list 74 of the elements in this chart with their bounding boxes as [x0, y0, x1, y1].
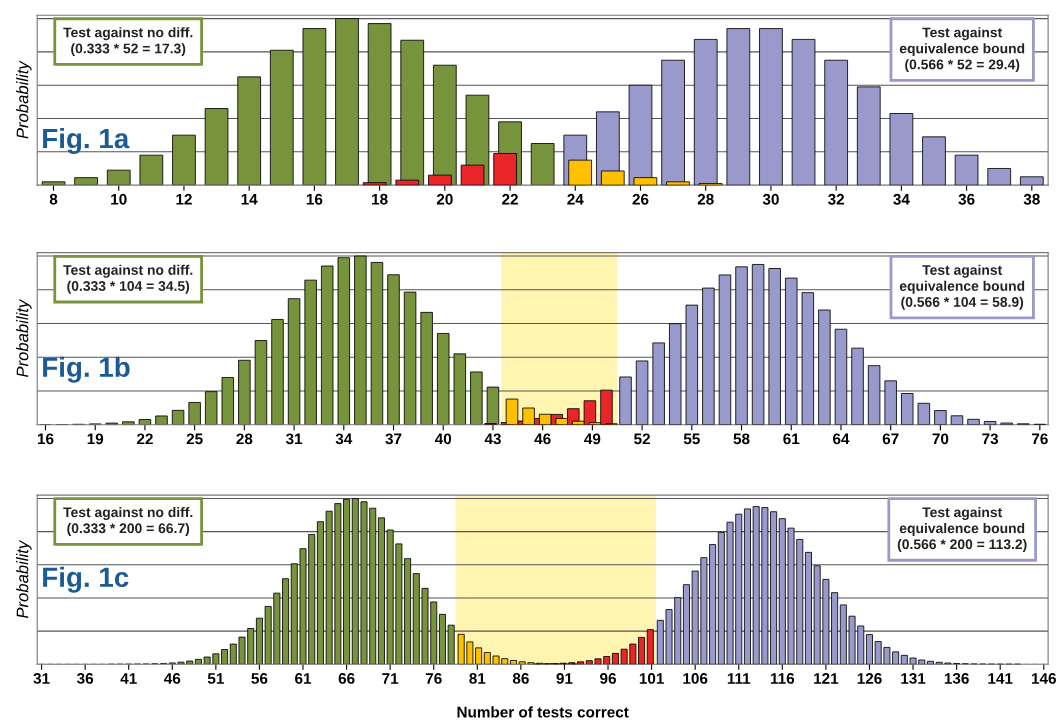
- x-tick-label: 96: [600, 673, 616, 684]
- x-tick-label: 26: [632, 193, 649, 205]
- x-tick-label: 22: [136, 433, 153, 445]
- x-tick-label: 55: [683, 433, 700, 445]
- x-tick-label: 28: [236, 433, 253, 445]
- x-tick-label: 16: [37, 433, 54, 445]
- x-tick-label: 36: [76, 673, 94, 684]
- x-tick-label: 8: [49, 193, 58, 205]
- x-tick-label: 46: [534, 433, 551, 445]
- x-tick-label: 76: [1031, 433, 1048, 445]
- x-axis-title: Number of tests correct: [457, 706, 629, 718]
- x-tick-label: 28: [697, 193, 714, 205]
- x-tick-label: 25: [186, 433, 203, 445]
- x-tick-label: 106: [683, 673, 708, 684]
- y-axis-title: Probability: [16, 298, 32, 378]
- y-axis-title: Probability: [16, 60, 32, 139]
- annotation: Test against equivalence bound (0.566 * 52 = 29.4): [899, 27, 1025, 73]
- x-tick-label: 58: [733, 433, 750, 445]
- x-tick-label: 101: [639, 673, 664, 684]
- x-tick-label: 12: [176, 193, 192, 205]
- y-axis-title: Probability: [16, 539, 32, 619]
- x-tick-label: 41: [120, 673, 137, 684]
- annotation: Fig. 1b: [43, 356, 130, 383]
- x-tick-label: 16: [306, 193, 323, 205]
- x-tick-label: 146: [1031, 673, 1056, 684]
- x-tick-label: 49: [584, 433, 601, 445]
- x-tick-label: 46: [164, 673, 181, 684]
- x-tick-label: 43: [484, 433, 501, 445]
- annotation: Fig. 1c: [43, 566, 129, 593]
- x-tick-label: 31: [285, 433, 303, 445]
- x-tick-label: 36: [958, 193, 975, 205]
- x-tick-label: 32: [828, 193, 845, 205]
- x-tick-label: 86: [512, 673, 529, 684]
- x-tick-label: 14: [241, 194, 258, 205]
- x-tick-label: 30: [762, 193, 779, 205]
- annotation: Test against equivalence bound (0.566 * 200 = 113.2): [897, 506, 1027, 552]
- x-tick-label: 52: [634, 433, 650, 445]
- x-tick-label: 71: [382, 673, 399, 684]
- x-tick-label: 10: [111, 193, 127, 205]
- x-tick-label: 40: [434, 433, 452, 445]
- x-tick-label: 31: [33, 673, 50, 684]
- x-tick-label: 141: [988, 673, 1013, 684]
- x-tick-label: 121: [814, 673, 839, 684]
- annotation: Fig. 1a: [43, 127, 130, 154]
- x-tick-label: 37: [385, 433, 402, 445]
- x-tick-label: 76: [425, 673, 442, 684]
- x-tick-label: 38: [1023, 193, 1040, 205]
- x-tick-label: 61: [295, 673, 312, 684]
- x-tick-label: 22: [502, 193, 518, 205]
- x-tick-label: 126: [857, 673, 882, 684]
- x-tick-label: 116: [770, 673, 795, 684]
- x-tick-label: 34: [335, 433, 353, 445]
- x-tick-label: 70: [932, 433, 949, 445]
- x-tick-label: 51: [207, 673, 224, 684]
- x-tick-label: 66: [338, 673, 355, 684]
- x-tick-label: 91: [556, 673, 573, 684]
- annotation: Test against equivalence bound (0.566 * 104 = 58.9): [899, 264, 1025, 310]
- x-tick-label: 64: [833, 433, 850, 445]
- x-tick-label: 61: [783, 433, 800, 445]
- x-tick-label: 34: [893, 193, 910, 205]
- x-tick-label: 81: [469, 673, 486, 684]
- x-tick-label: 18: [372, 193, 388, 205]
- x-tick-label: 131: [901, 673, 926, 684]
- x-tick-label: 136: [944, 673, 969, 684]
- x-tick-label: 67: [882, 433, 899, 445]
- x-tick-label: 73: [982, 433, 999, 445]
- x-tick-label: 111: [727, 673, 751, 684]
- annotation: Test against no diff. (0.333 * 52 = 17.3): [63, 27, 193, 57]
- annotation: Test against no diff. (0.333 * 200 = 66.7): [63, 506, 193, 536]
- x-tick-label: 24: [567, 193, 584, 205]
- x-tick-label: 19: [87, 433, 104, 445]
- x-tick-label: 56: [251, 673, 268, 684]
- x-tick-label: 20: [436, 193, 453, 205]
- annotation: Test against no diff. (0.333 * 104 = 34.5): [63, 264, 193, 294]
